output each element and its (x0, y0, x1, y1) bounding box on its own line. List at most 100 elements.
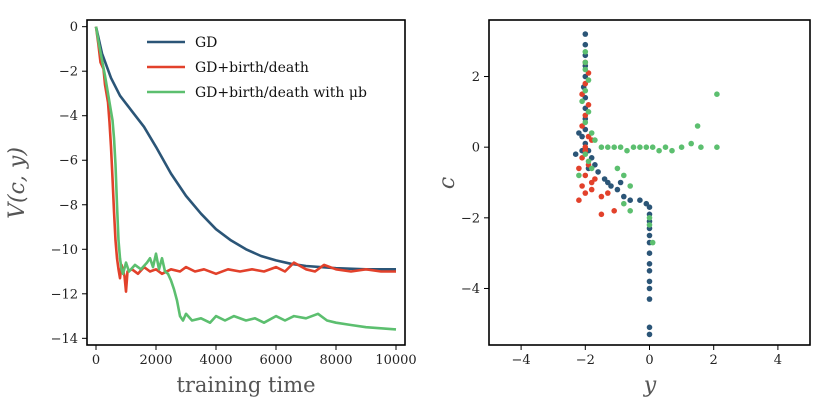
scatter-point (585, 109, 592, 115)
scatter-point (588, 186, 595, 193)
scatter-point (576, 172, 582, 179)
scatter-point (627, 183, 633, 189)
x-tick-label: 4000 (199, 353, 232, 368)
scatter-point (579, 98, 585, 105)
scatter-point (630, 144, 637, 150)
y-tick-label: −4 (461, 282, 480, 297)
y-tick-label: −14 (51, 332, 78, 347)
scatter-point (582, 66, 589, 73)
scatter-point (617, 144, 624, 150)
scatter-point (624, 147, 630, 154)
scatter-point (605, 179, 611, 186)
scatter-point (582, 31, 589, 37)
scatter-point (714, 91, 720, 97)
scatter-point (694, 123, 701, 129)
scatter-point (582, 190, 589, 196)
scatter-point (598, 144, 605, 150)
legend-label: GD+birth/death (195, 60, 309, 76)
left-plot-frame (86, 19, 406, 346)
scatter-point (646, 222, 653, 228)
series-line-3 (94, 26, 397, 331)
scatter-point (572, 151, 579, 157)
scatter-point (598, 193, 605, 200)
y-tick-label: −6 (59, 154, 78, 169)
scatter-point (582, 41, 589, 48)
scatter-point (582, 59, 589, 66)
y-tick-label: −2 (461, 211, 480, 226)
scatter-point (646, 261, 653, 267)
right-scatter-points (572, 31, 720, 338)
scatter-point (595, 169, 601, 175)
x-tick-label: 6000 (259, 353, 292, 368)
x-tick-label: 0 (92, 353, 100, 368)
left-ylabel: V(c, y) (5, 147, 30, 219)
x-tick-label: 2 (710, 353, 718, 368)
x-tick-label: 2000 (139, 353, 172, 368)
scatter-point (614, 165, 621, 172)
scatter-point (714, 144, 720, 150)
scatter-point (592, 137, 598, 143)
scatter-point (649, 144, 656, 150)
right-xlabel: y (643, 373, 657, 398)
scatter-point (669, 147, 675, 154)
scatter-point (662, 144, 669, 150)
scatter-point (649, 239, 656, 246)
scatter-point (579, 133, 585, 140)
scatter-point (611, 208, 617, 214)
scatter-point (646, 331, 653, 338)
scatter-point (646, 250, 653, 256)
x-tick-label: 4 (774, 353, 782, 368)
y-tick-label: −2 (59, 65, 78, 80)
scatter-point (579, 123, 585, 129)
scatter-point (621, 193, 627, 200)
scatter-point (617, 179, 624, 186)
right-plot-frame (488, 19, 811, 346)
scatter-point (614, 186, 621, 193)
right-ylabel: c (435, 177, 460, 189)
x-tick-label: 10000 (375, 353, 416, 368)
y-tick-label: 0 (70, 20, 78, 35)
scatter-point (585, 158, 592, 165)
legend-label: GD (195, 35, 217, 51)
scatter-point (579, 183, 585, 189)
legend: GD GD+birth/death GD+birth/death with μb (147, 35, 367, 101)
scatter-point (576, 130, 582, 136)
scatter-point (646, 296, 653, 302)
scatter-point (611, 144, 617, 150)
x-tick-label: −2 (576, 353, 595, 368)
scatter-point (646, 232, 653, 239)
y-tick-label: −4 (59, 109, 78, 124)
scatter-point (678, 144, 685, 150)
y-tick-label: 0 (472, 141, 480, 156)
scatter-point (688, 140, 694, 147)
x-tick-label: −4 (512, 353, 531, 368)
scatter-point (643, 144, 650, 150)
scatter-point (582, 119, 589, 126)
scatter-point (588, 130, 595, 136)
scatter-point (582, 87, 589, 94)
y-tick-label: −8 (59, 198, 78, 213)
right-axis-ticks: −4 −2 0 2 4 2 0 −2 −4 (461, 70, 782, 368)
x-tick-label: 0 (645, 353, 653, 368)
scatter-point (621, 200, 627, 207)
scatter-point (588, 165, 595, 172)
scatter-point (646, 268, 653, 274)
scatter-point (585, 102, 592, 108)
scatter-point (698, 144, 704, 150)
legend-label: GD+birth/death with μb (195, 85, 367, 101)
scatter-point (646, 324, 653, 331)
left-axis-ticks: 0 2000 4000 6000 8000 10000 0 −2 −4 −6 −8 −10 −12 −14 (51, 20, 417, 368)
scatter-point (646, 278, 653, 285)
line-chart-panel: 0 2000 4000 6000 8000 10000 0 −2 −4 −6 −8 −10 −12 −14… (5, 19, 417, 397)
left-series-lines (94, 26, 397, 331)
scatter-point (605, 190, 611, 196)
scatter-point (582, 172, 589, 179)
scatter-point (646, 215, 653, 221)
scatter-chart-panel: −4 −2 0 2 4 2 0 −2 −4 y c (435, 19, 811, 398)
scatter-point (576, 165, 582, 172)
scatter-point (627, 197, 633, 203)
scatter-point (637, 144, 643, 150)
y-tick-label: −10 (51, 243, 78, 258)
scatter-point (579, 155, 585, 161)
left-xlabel: training time (176, 373, 315, 397)
